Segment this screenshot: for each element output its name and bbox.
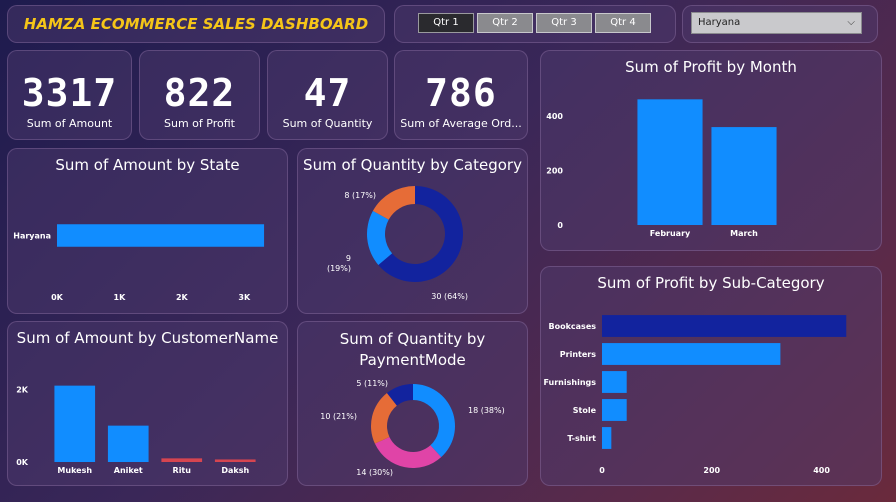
qtr-2-button[interactable]: Qtr 2	[477, 13, 533, 33]
qtr-1-button[interactable]: Qtr 1	[418, 13, 474, 33]
dashboard-title: HAMZA ECOMMERCE SALES DASHBOARD	[7, 5, 385, 43]
x-tick-label: 0	[599, 466, 605, 475]
slice-data-label: 30 (64%)	[431, 292, 468, 301]
x-category-label: February	[650, 229, 691, 238]
kpi-card-quantity: 47 Sum of Quantity	[267, 50, 388, 140]
chart-quantity-by-paymentmode: 18 (38%) 14 (30%) 10 (21%) 5 (11%)	[320, 379, 505, 477]
slice-data-label: 18 (38%)	[468, 406, 505, 415]
chart-profit-by-month: 0 200 400 February March	[546, 99, 777, 238]
y-tick-label: 400	[546, 112, 563, 121]
kpi-amount-value: 3317	[21, 71, 118, 115]
quarter-slicer: Qtr 1 Qtr 2 Qtr 3 Qtr 4	[394, 5, 676, 43]
y-category-label: Bookcases	[549, 322, 597, 331]
y-category-label: Furnishings	[543, 378, 596, 387]
kpi-amount-label: Sum of Amount	[26, 117, 113, 130]
state-filter-card: Haryana ⌵	[682, 5, 878, 43]
chart-title-line-2: PaymentMode	[359, 351, 466, 369]
bar	[602, 399, 627, 421]
kpi-card-profit: 822 Sum of Profit	[139, 50, 260, 140]
kpi-profit-value: 822	[163, 71, 236, 115]
kpi-quantity-label: Sum of Quantity	[282, 117, 373, 130]
y-tick-label: 0K	[16, 458, 29, 467]
bar	[107, 425, 149, 462]
bar	[57, 224, 265, 247]
donut-slice	[372, 186, 415, 220]
slice-data-label: 14 (30%)	[356, 468, 393, 477]
y-tick-label: 200	[546, 167, 563, 176]
chart-amount-by-state: 0K 1K 2K 3K Haryana	[13, 224, 265, 302]
state-filter-value: Haryana	[698, 17, 741, 28]
x-tick-label: 0K	[51, 293, 64, 302]
x-tick-label: 200	[703, 466, 720, 475]
donut-slice	[413, 384, 455, 458]
kpi-avg-order-label: Sum of Average Ord...	[400, 117, 522, 130]
chart-title-profit-by-month: Sum of Profit by Month	[625, 58, 797, 76]
y-category-label: Stole	[573, 406, 597, 415]
chevron-down-icon: ⌵	[847, 17, 855, 28]
bar	[602, 343, 781, 365]
bar	[602, 371, 627, 393]
qtr-4-button[interactable]: Qtr 4	[595, 13, 651, 33]
donut-slice	[374, 436, 442, 468]
dashboard-title-text: HAMZA ECOMMERCE SALES DASHBOARD	[23, 15, 369, 33]
x-category-label: March	[730, 229, 758, 238]
kpi-avg-order-value: 786	[425, 71, 497, 115]
y-tick-label: 2K	[16, 385, 29, 394]
y-category-label: Haryana	[13, 232, 51, 241]
x-tick-label: 3K	[238, 293, 251, 302]
kpi-quantity-value: 47	[303, 71, 352, 115]
chart-title-amount-by-customer: Sum of Amount by CustomerName	[16, 329, 279, 347]
slice-data-label: 10 (21%)	[320, 412, 357, 421]
bar	[602, 427, 612, 449]
x-category-label: Mukesh	[57, 466, 92, 475]
kpi-profit-label: Sum of Profit	[164, 117, 235, 130]
chart-card-profit-by-subcategory: Sum of Profit by Sub-Category 0 200 400 Boo…	[540, 266, 882, 486]
x-category-label: Ritu	[173, 466, 192, 475]
slice-data-label: 9 (19%)	[327, 254, 351, 273]
x-tick-label: 2K	[176, 293, 189, 302]
chart-title-amount-by-state: Sum of Amount by State	[55, 156, 240, 174]
bar	[54, 385, 96, 462]
slice-data-label: 5 (11%)	[356, 379, 388, 388]
chart-title-quantity-by-category: Sum of Quantity by Category	[303, 156, 522, 174]
chart-title-quantity-by-paymentmode: Sum of Quantity by PaymentMode	[298, 329, 527, 371]
x-tick-label: 1K	[114, 293, 127, 302]
x-category-label: Daksh	[221, 466, 249, 475]
chart-profit-by-subcategory: 0 200 400 Bookcases Printers Furnishings Stole…	[543, 315, 847, 475]
kpi-card-avg-order: 786 Sum of Average Ord...	[394, 50, 528, 140]
bar	[602, 315, 847, 337]
bar	[214, 459, 256, 462]
state-filter-dropdown[interactable]: Haryana ⌵	[691, 12, 862, 34]
chart-amount-by-customer: 0K 2K Mukesh Aniket Ritu Daksh	[16, 385, 256, 475]
chart-title-line-1: Sum of Quantity by	[339, 330, 486, 348]
chart-card-quantity-by-category: Sum of Quantity by Category 30 (64%) 9 (19…	[297, 148, 528, 314]
chart-card-quantity-by-paymentmode: Sum of Quantity by PaymentMode 18 (38%) 1…	[297, 321, 528, 486]
donut-slice	[367, 210, 393, 265]
qtr-3-button[interactable]: Qtr 3	[536, 13, 592, 33]
y-category-label: Printers	[560, 350, 596, 359]
chart-card-amount-by-customer: Sum of Amount by CustomerName 0K 2K Mukesh…	[7, 321, 288, 486]
bar	[161, 458, 203, 462]
chart-card-amount-by-state: Sum of Amount by State 0K 1K 2K 3K Haryana	[7, 148, 288, 314]
donut-slice	[378, 186, 463, 282]
bar	[637, 99, 703, 225]
donut-slice	[371, 393, 397, 444]
x-tick-label: 400	[813, 466, 830, 475]
y-category-label: T-shirt	[567, 434, 596, 443]
bar	[711, 127, 777, 225]
chart-title-profit-by-subcategory: Sum of Profit by Sub-Category	[597, 274, 825, 292]
x-category-label: Aniket	[114, 466, 143, 475]
chart-card-profit-by-month: Sum of Profit by Month 0 200 400 February Ma…	[540, 50, 882, 251]
kpi-card-amount: 3317 Sum of Amount	[7, 50, 132, 140]
donut-slice	[386, 384, 413, 406]
y-tick-label: 0	[557, 221, 563, 230]
chart-quantity-by-category: 30 (64%) 9 (19%) 8 (17%)	[327, 186, 468, 301]
slice-data-label: 8 (17%)	[344, 191, 376, 200]
